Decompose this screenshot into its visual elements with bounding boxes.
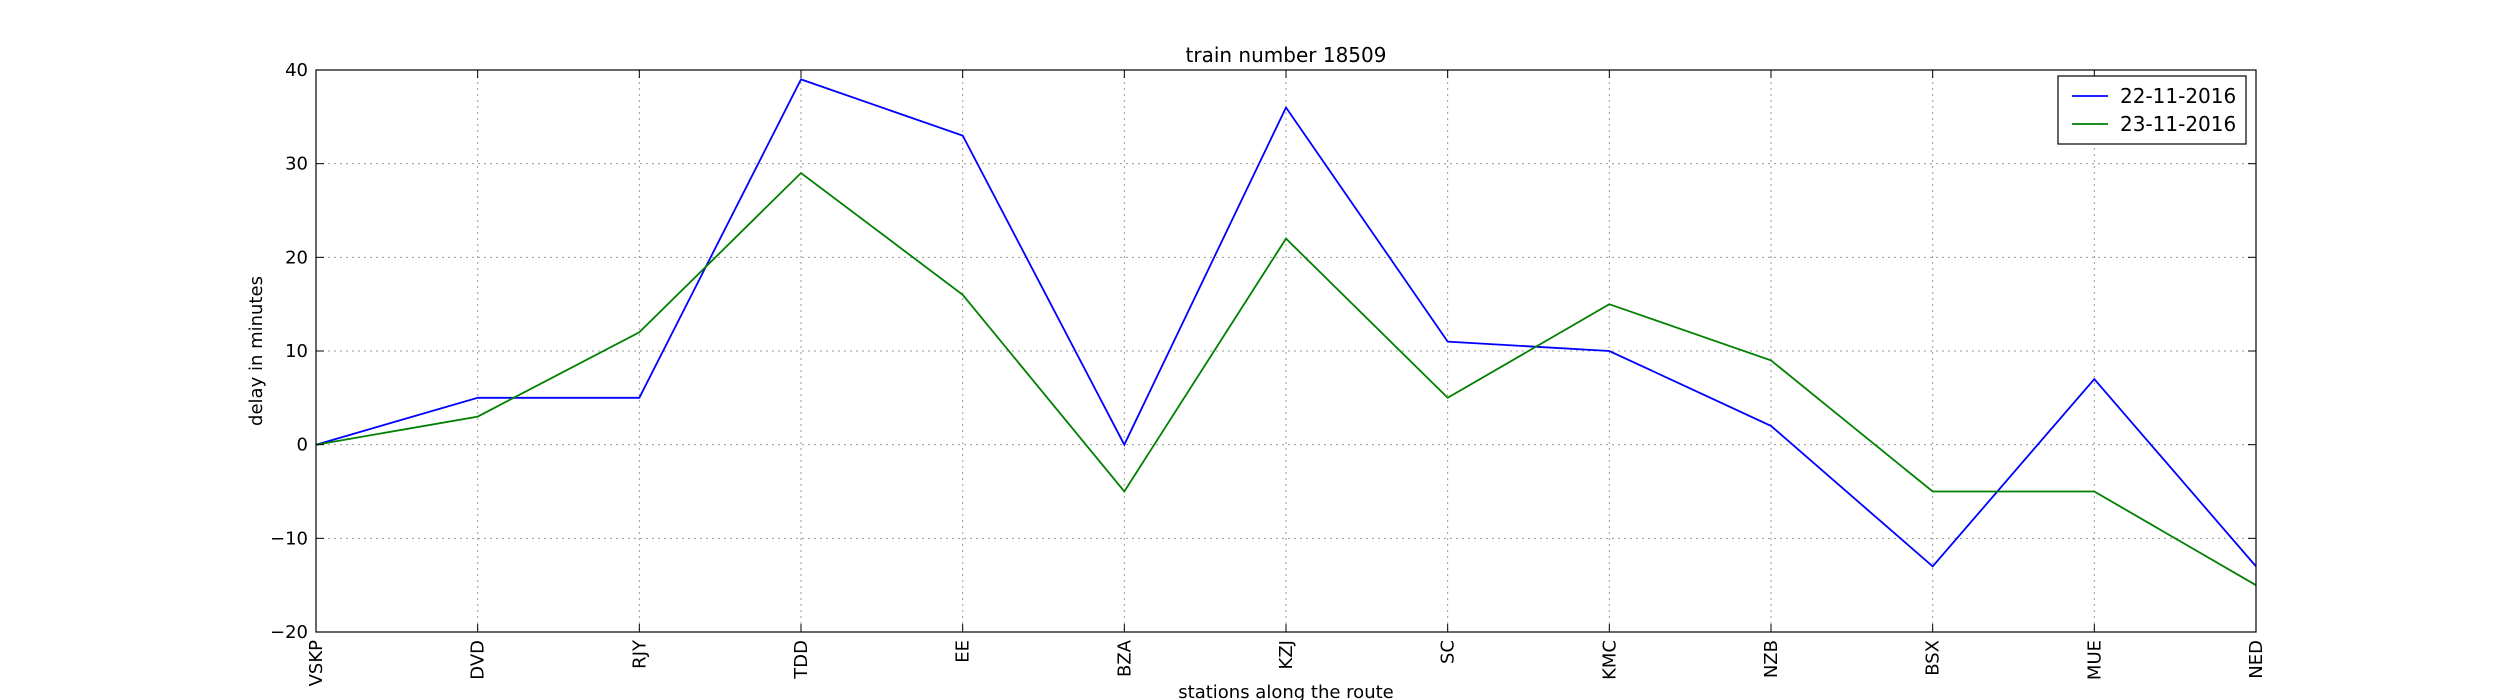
x-tick-label: BZA [1114, 639, 1135, 677]
legend-label-series-1: 22-11-2016 [2120, 84, 2236, 108]
x-tick-label: VSKP [306, 640, 327, 687]
y-tick-label: −20 [270, 622, 308, 643]
x-tick-label: BSX [1923, 640, 1944, 676]
y-tick-label: 30 [285, 154, 308, 175]
y-tick-label: 10 [285, 341, 308, 362]
axis-ticks: VSKP DVD RJY TDD EE BZA KZJ SC KMC NZB BSX MUE NED −2… [270, 60, 2267, 686]
x-tick-label: NED [2246, 640, 2267, 679]
x-tick-label: NZB [1761, 640, 1782, 678]
y-tick-label: 0 [297, 435, 308, 456]
series-lines [315, 78, 2257, 586]
legend-label-series-2: 23-11-2016 [2120, 112, 2236, 136]
y-axis-label: delay in minutes [246, 276, 267, 426]
series-line-1 [315, 78, 2257, 568]
grid [316, 70, 2256, 632]
x-tick-label: SC [1438, 640, 1459, 664]
legend-box [2057, 75, 2247, 145]
x-tick-label: TDD [791, 640, 812, 680]
y-tick-label: −10 [270, 528, 308, 549]
x-axis-label: stations along the route [1178, 682, 1393, 700]
x-tick-label: MUE [2084, 640, 2105, 680]
x-tick-label: DVD [468, 640, 489, 680]
x-tick-label: KMC [1599, 640, 1620, 680]
x-tick-label: KZJ [1276, 640, 1297, 669]
x-tick-label: RJY [629, 639, 650, 669]
y-tick-label: 40 [285, 60, 308, 81]
chart-title: train number 18509 [1186, 43, 1387, 67]
y-tick-label: 20 [285, 247, 308, 268]
legend: 22-11-2016 23-11-2016 [2057, 75, 2247, 145]
series-line-2 [315, 171, 2257, 586]
x-tick-label: EE [953, 640, 974, 663]
